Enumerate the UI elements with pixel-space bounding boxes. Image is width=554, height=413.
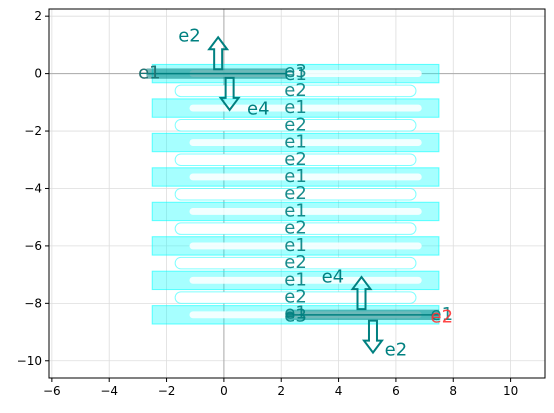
stack-label-e3: e3 <box>284 61 307 82</box>
arrow-label-e4: e4 <box>247 99 270 120</box>
x-tick-label: 2 <box>277 384 285 398</box>
stack-label-e2: e2 <box>284 218 307 239</box>
meander-shapes <box>146 35 440 355</box>
y-tick-label: −6 <box>24 239 42 253</box>
meander-notch <box>174 256 417 270</box>
axes: −6 −4 −2 0 2 4 6 8 10 2 0 −2 −4 −6 −8 −10 <box>17 8 546 398</box>
arrow-label-e4: e4 <box>322 266 345 287</box>
port-arrow-e4 <box>350 275 373 311</box>
stack-label-e1: e1 <box>284 97 307 118</box>
x-tick-label: 4 <box>335 384 343 398</box>
x-tick-label: 6 <box>392 384 400 398</box>
stack-label-e2: e2 <box>284 287 307 308</box>
stack-label-e1: e1 <box>284 269 307 290</box>
y-tick-label: 0 <box>34 67 42 81</box>
meander-notch <box>174 84 417 98</box>
port-label-e1: e1 <box>431 304 454 325</box>
axes-frame <box>48 8 546 379</box>
meander-notch <box>174 153 417 167</box>
meander-notch <box>174 187 417 201</box>
y-tick-label: −8 <box>24 296 42 310</box>
port-arrow-e2 <box>361 319 384 355</box>
y-tick-label: −10 <box>17 354 42 368</box>
stack-label-e1: e1 <box>284 166 307 187</box>
meander-notch <box>174 222 417 235</box>
y-tick-label: 2 <box>34 9 42 23</box>
meander-cutout <box>189 139 422 146</box>
stack-label-e2: e2 <box>284 183 307 204</box>
meander-cutout <box>189 208 422 215</box>
stack-label-e2: e2 <box>284 80 307 101</box>
arrow-label-e2: e2 <box>385 340 408 361</box>
port-arrow-e4 <box>218 76 241 112</box>
stack-label-e2: e2 <box>284 114 307 135</box>
stack-label-e2: e2 <box>284 149 307 170</box>
meander-notch <box>174 291 417 304</box>
x-tick-label: −2 <box>158 384 176 398</box>
port-arrow-e2 <box>207 35 230 71</box>
stack-label-e1: e1 <box>284 302 307 323</box>
y-tick-label: −4 <box>24 181 42 195</box>
port-label-e1: e1 <box>138 63 161 84</box>
x-tick-label: 0 <box>220 384 228 398</box>
x-tick-label: 8 <box>449 384 457 398</box>
stack-label-e2: e2 <box>284 252 307 273</box>
x-tick-label: −6 <box>43 384 61 398</box>
stack-label-e3: e3 <box>284 305 307 326</box>
port-labels: e2e4e4e2e3e1e2e1e2e1e2e1e2e1e2e1e2e1e2e1… <box>138 25 453 360</box>
x-tick-label: 10 <box>503 384 518 398</box>
stack-label-e1: e1 <box>284 235 307 256</box>
port-label-e1: e1 <box>138 63 161 84</box>
meander-cutout <box>189 242 422 250</box>
stack-label-e1: e1 <box>284 200 307 221</box>
arrow-label-e2: e2 <box>178 25 201 46</box>
meander-cutout <box>189 104 422 112</box>
x-tick-label: −4 <box>100 384 118 398</box>
port-label-e2: e2 <box>431 307 454 328</box>
y-tick-label: −2 <box>24 124 42 138</box>
meander-notch <box>174 119 417 132</box>
meander-cutout <box>189 173 422 181</box>
stack-label-e1: e1 <box>284 64 307 85</box>
stack-label-e1: e1 <box>284 132 307 153</box>
